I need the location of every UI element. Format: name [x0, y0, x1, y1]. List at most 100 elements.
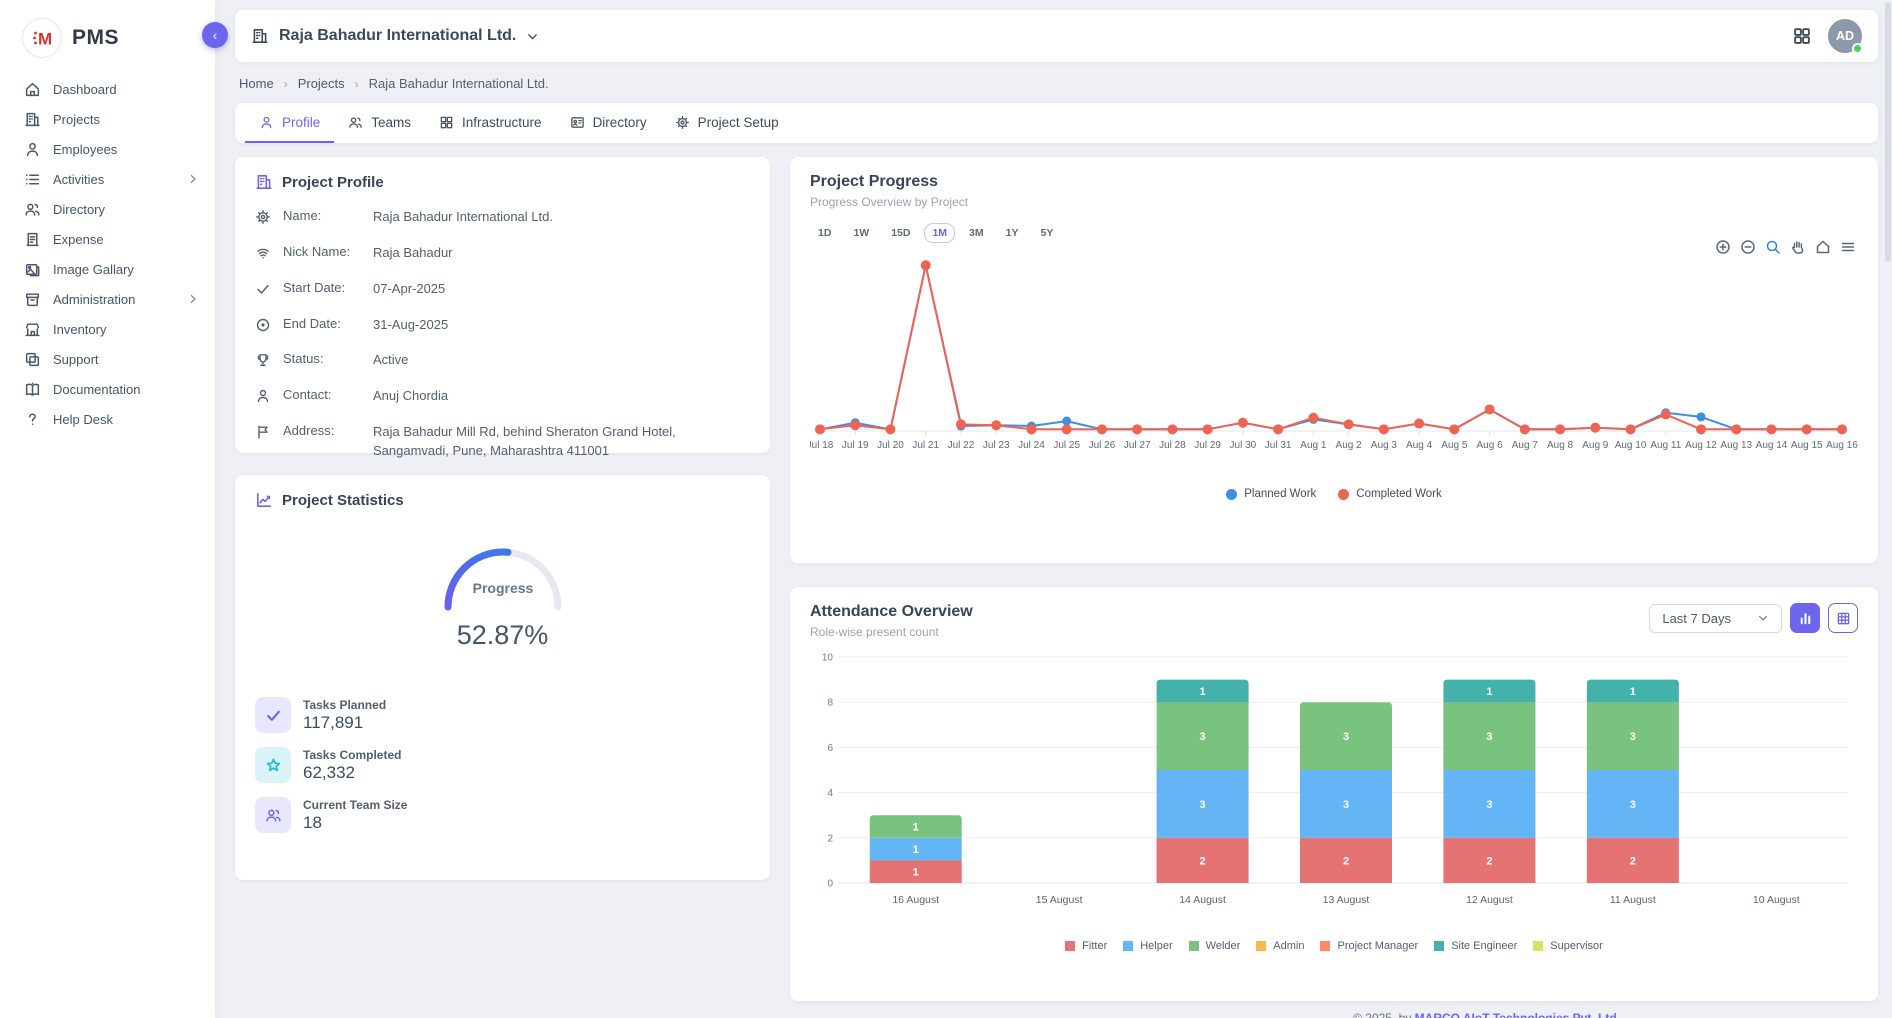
- breadcrumb-projects[interactable]: Projects: [298, 76, 345, 91]
- date-filter-select[interactable]: Last 7 Days: [1649, 604, 1782, 633]
- sidebar-item-expense[interactable]: Expense: [0, 224, 215, 254]
- svg-text:Aug 9: Aug 9: [1582, 440, 1609, 451]
- legend-item[interactable]: Site Engineer: [1434, 940, 1517, 952]
- svg-text:10: 10: [822, 653, 834, 664]
- company-selector[interactable]: Raja Bahadur International Ltd.: [251, 27, 539, 45]
- svg-text:14 August: 14 August: [1179, 894, 1226, 906]
- legend-item[interactable]: Supervisor: [1533, 940, 1603, 952]
- sidebar-item-help-desk[interactable]: Help Desk: [0, 404, 215, 434]
- logo-mark-icon: M: [22, 18, 62, 58]
- progress-gauge: Progress 52.87%: [255, 527, 750, 651]
- range-3m[interactable]: 3M: [961, 223, 992, 243]
- page-scrollbar[interactable]: [1885, 2, 1891, 262]
- sidebar: M PMS Dashboard Projects Employees Activ…: [0, 0, 215, 1018]
- chevron-left-icon: ‹: [213, 27, 218, 43]
- menu-icon[interactable]: [1840, 239, 1856, 255]
- sidebar-item-image-gallery[interactable]: Image Gallary: [0, 254, 215, 284]
- check-icon: [255, 281, 271, 297]
- svg-text:Aug 16: Aug 16: [1826, 440, 1858, 451]
- legend-item[interactable]: Admin: [1256, 940, 1304, 952]
- progress-percentage: 52.87%: [255, 620, 750, 651]
- company-name: Raja Bahadur International Ltd.: [279, 27, 516, 45]
- copy-icon: [24, 351, 41, 368]
- legend-item[interactable]: Fitter: [1065, 940, 1107, 952]
- breadcrumb-home[interactable]: Home: [239, 76, 274, 91]
- sidebar-item-inventory[interactable]: Inventory: [0, 314, 215, 344]
- grid-icon: [439, 115, 454, 130]
- svg-text:Jul 20: Jul 20: [877, 440, 904, 451]
- svg-text:Jul 28: Jul 28: [1159, 440, 1186, 451]
- svg-text:Aug 14: Aug 14: [1756, 440, 1788, 451]
- svg-text:12 August: 12 August: [1466, 894, 1513, 906]
- tab-teams[interactable]: Teams: [334, 103, 425, 143]
- sidebar-item-projects[interactable]: Projects: [0, 104, 215, 134]
- sidebar-item-dashboard[interactable]: Dashboard: [0, 74, 215, 104]
- svg-text:2: 2: [1343, 855, 1349, 867]
- range-1d[interactable]: 1D: [810, 223, 839, 243]
- legend-item[interactable]: Welder: [1189, 940, 1241, 952]
- card-title: Project Statistics: [282, 492, 404, 509]
- pan-hand-icon[interactable]: [1790, 239, 1806, 255]
- tab-directory[interactable]: Directory: [556, 103, 661, 143]
- svg-text:Jul 18: Jul 18: [810, 440, 834, 451]
- attendance-overview-card: Attendance Overview Role-wise present co…: [790, 587, 1878, 1001]
- person-icon: [255, 388, 271, 404]
- range-1w[interactable]: 1W: [845, 223, 877, 243]
- zoom-in-icon[interactable]: [1715, 239, 1731, 255]
- top-header: Raja Bahadur International Ltd. AD: [235, 10, 1878, 62]
- sidebar-item-employees[interactable]: Employees: [0, 134, 215, 164]
- svg-text:Aug 2: Aug 2: [1336, 440, 1363, 451]
- sidebar-item-directory[interactable]: Directory: [0, 194, 215, 224]
- svg-text:4: 4: [827, 788, 833, 799]
- svg-text:3: 3: [1343, 731, 1349, 743]
- zoom-out-icon[interactable]: [1740, 239, 1756, 255]
- range-5y[interactable]: 5Y: [1032, 223, 1061, 243]
- profile-field-end-date: End Date: 31-Aug-2025: [255, 316, 750, 335]
- range-1y[interactable]: 1Y: [998, 223, 1027, 243]
- sidebar-item-activities[interactable]: Activities: [0, 164, 215, 194]
- svg-text:3: 3: [1630, 799, 1636, 811]
- svg-text:Jul 19: Jul 19: [842, 440, 869, 451]
- breadcrumb-separator: ›: [284, 77, 288, 91]
- trophy-icon: [255, 352, 271, 368]
- question-icon: [24, 411, 41, 428]
- range-1m[interactable]: 1M: [924, 223, 955, 243]
- svg-text:Jul 25: Jul 25: [1053, 440, 1080, 451]
- svg-text:0: 0: [827, 879, 833, 890]
- tab-project-setup[interactable]: Project Setup: [661, 103, 793, 143]
- gear-icon: [675, 115, 690, 130]
- user-avatar[interactable]: AD: [1828, 19, 1862, 53]
- building-icon: [251, 27, 269, 45]
- svg-text:3: 3: [1630, 731, 1636, 743]
- svg-text:Aug 13: Aug 13: [1720, 440, 1752, 451]
- table-view-button[interactable]: [1828, 603, 1858, 633]
- legend-item[interactable]: Completed Work: [1338, 488, 1441, 500]
- sidebar-collapse-button[interactable]: ‹: [202, 22, 228, 48]
- chart-title: Attendance Overview: [810, 603, 973, 621]
- project-tabs: Profile Teams Infrastructure Directory P…: [235, 103, 1878, 143]
- card-title: Project Profile: [282, 174, 384, 191]
- home-icon[interactable]: [1815, 239, 1831, 255]
- svg-text:Aug 11: Aug 11: [1650, 440, 1681, 451]
- range-15d[interactable]: 15D: [883, 223, 918, 243]
- zoom-select-icon[interactable]: [1765, 239, 1781, 255]
- legend-item[interactable]: Helper: [1123, 940, 1172, 952]
- sidebar-item-support[interactable]: Support: [0, 344, 215, 374]
- tab-infrastructure[interactable]: Infrastructure: [425, 103, 556, 143]
- svg-text:8: 8: [827, 698, 833, 709]
- star-icon: [265, 757, 282, 774]
- tab-profile[interactable]: Profile: [245, 103, 334, 143]
- svg-text:Aug 4: Aug 4: [1406, 440, 1433, 451]
- breadcrumb: Home › Projects › Raja Bahadur Internati…: [235, 62, 1878, 91]
- apps-grid-icon[interactable]: [1792, 26, 1812, 46]
- sidebar-item-documentation[interactable]: Documentation: [0, 374, 215, 404]
- svg-text:1: 1: [1630, 686, 1636, 698]
- bar-view-button[interactable]: [1790, 603, 1820, 633]
- app-logo[interactable]: M PMS: [0, 14, 215, 74]
- legend-item[interactable]: Planned Work: [1226, 488, 1316, 500]
- sidebar-item-administration[interactable]: Administration: [0, 284, 215, 314]
- table-icon: [1836, 611, 1851, 626]
- svg-text:Aug 1: Aug 1: [1300, 440, 1327, 451]
- legend-item[interactable]: Project Manager: [1320, 940, 1418, 952]
- footer-company-link[interactable]: MARCO AIoT Technologies Pvt. Ltd.: [1415, 1011, 1620, 1018]
